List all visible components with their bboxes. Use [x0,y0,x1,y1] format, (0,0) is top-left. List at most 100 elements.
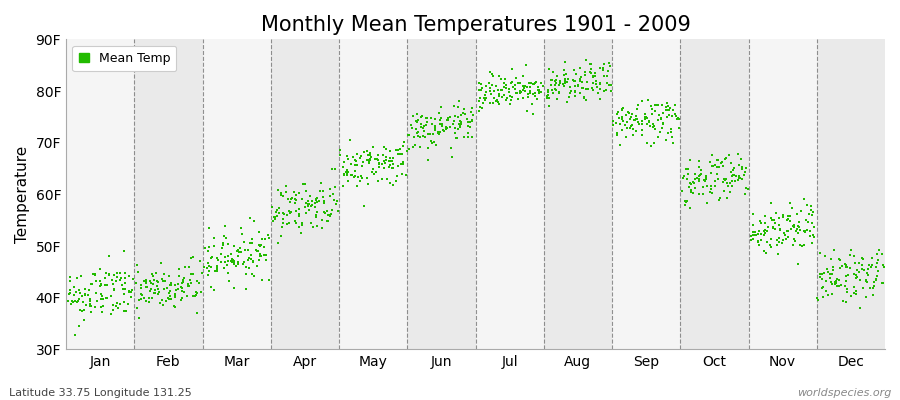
Point [786,242,800,248]
Point [622,110,636,117]
Point [502,89,517,95]
Point [122,289,137,296]
Point [156,278,170,284]
Point [371,156,385,163]
Point [508,82,522,88]
Point [868,277,883,284]
Point [107,286,122,292]
Point [323,193,338,200]
Point [700,200,715,206]
Point [719,180,733,186]
Point [847,271,861,278]
Point [262,234,276,241]
Point [647,126,662,133]
Point [207,235,221,241]
Point [513,80,527,87]
Point [531,84,545,90]
Point [223,257,238,264]
Point [825,281,840,287]
Point [526,111,540,117]
Point [447,112,462,119]
Point [757,248,771,255]
Point [337,172,351,178]
Point [494,87,508,93]
Point [421,156,436,163]
Point [506,84,520,90]
Point [292,210,306,217]
Point [106,272,121,278]
Point [406,144,420,150]
Point [531,86,545,93]
Point [464,118,479,124]
Point [478,91,492,98]
Point [779,216,794,223]
Point [292,212,307,219]
Point [849,272,863,278]
Point [318,210,332,216]
Point [859,277,873,283]
Point [698,176,713,182]
Point [411,117,426,124]
Point [349,158,364,164]
Point [136,278,150,284]
Point [794,208,808,214]
Point [776,237,790,244]
Point [772,215,787,222]
Point [839,262,853,268]
Point [238,247,252,254]
Point [288,208,302,214]
Point [548,82,562,88]
Point [705,152,719,158]
Point [640,140,654,146]
Point [645,124,660,130]
Point [417,122,431,129]
Point [190,310,204,316]
Bar [134,39,202,350]
Point [327,197,341,204]
Point [663,105,678,112]
Point [474,87,489,94]
Point [150,285,165,292]
Point [149,278,164,284]
Point [465,105,480,112]
Point [823,270,837,277]
Point [420,145,435,151]
Point [82,296,96,302]
Point [279,189,293,195]
Point [692,164,706,170]
Point [544,87,559,94]
Point [850,267,864,274]
Point [215,245,230,252]
Point [150,291,165,297]
Point [218,223,232,229]
Point [190,278,204,284]
Point [349,183,364,190]
Point [419,119,434,125]
Point [757,230,771,236]
Point [525,101,539,107]
Point [580,86,595,92]
Point [207,286,221,293]
Point [732,173,746,179]
Point [162,290,176,296]
Point [235,230,249,237]
Point [643,119,657,126]
Point [660,114,674,120]
Point [514,88,528,95]
Point [549,77,563,84]
Point [638,111,652,117]
Point [175,294,189,301]
Point [215,242,230,248]
Point [584,66,598,72]
Point [227,243,241,250]
Point [68,332,82,338]
Point [409,126,423,133]
Point [287,218,302,224]
Point [116,286,130,292]
Point [686,190,700,196]
Point [194,270,209,276]
Point [839,264,853,270]
Point [734,164,749,170]
Point [586,79,600,86]
Point [382,164,396,170]
